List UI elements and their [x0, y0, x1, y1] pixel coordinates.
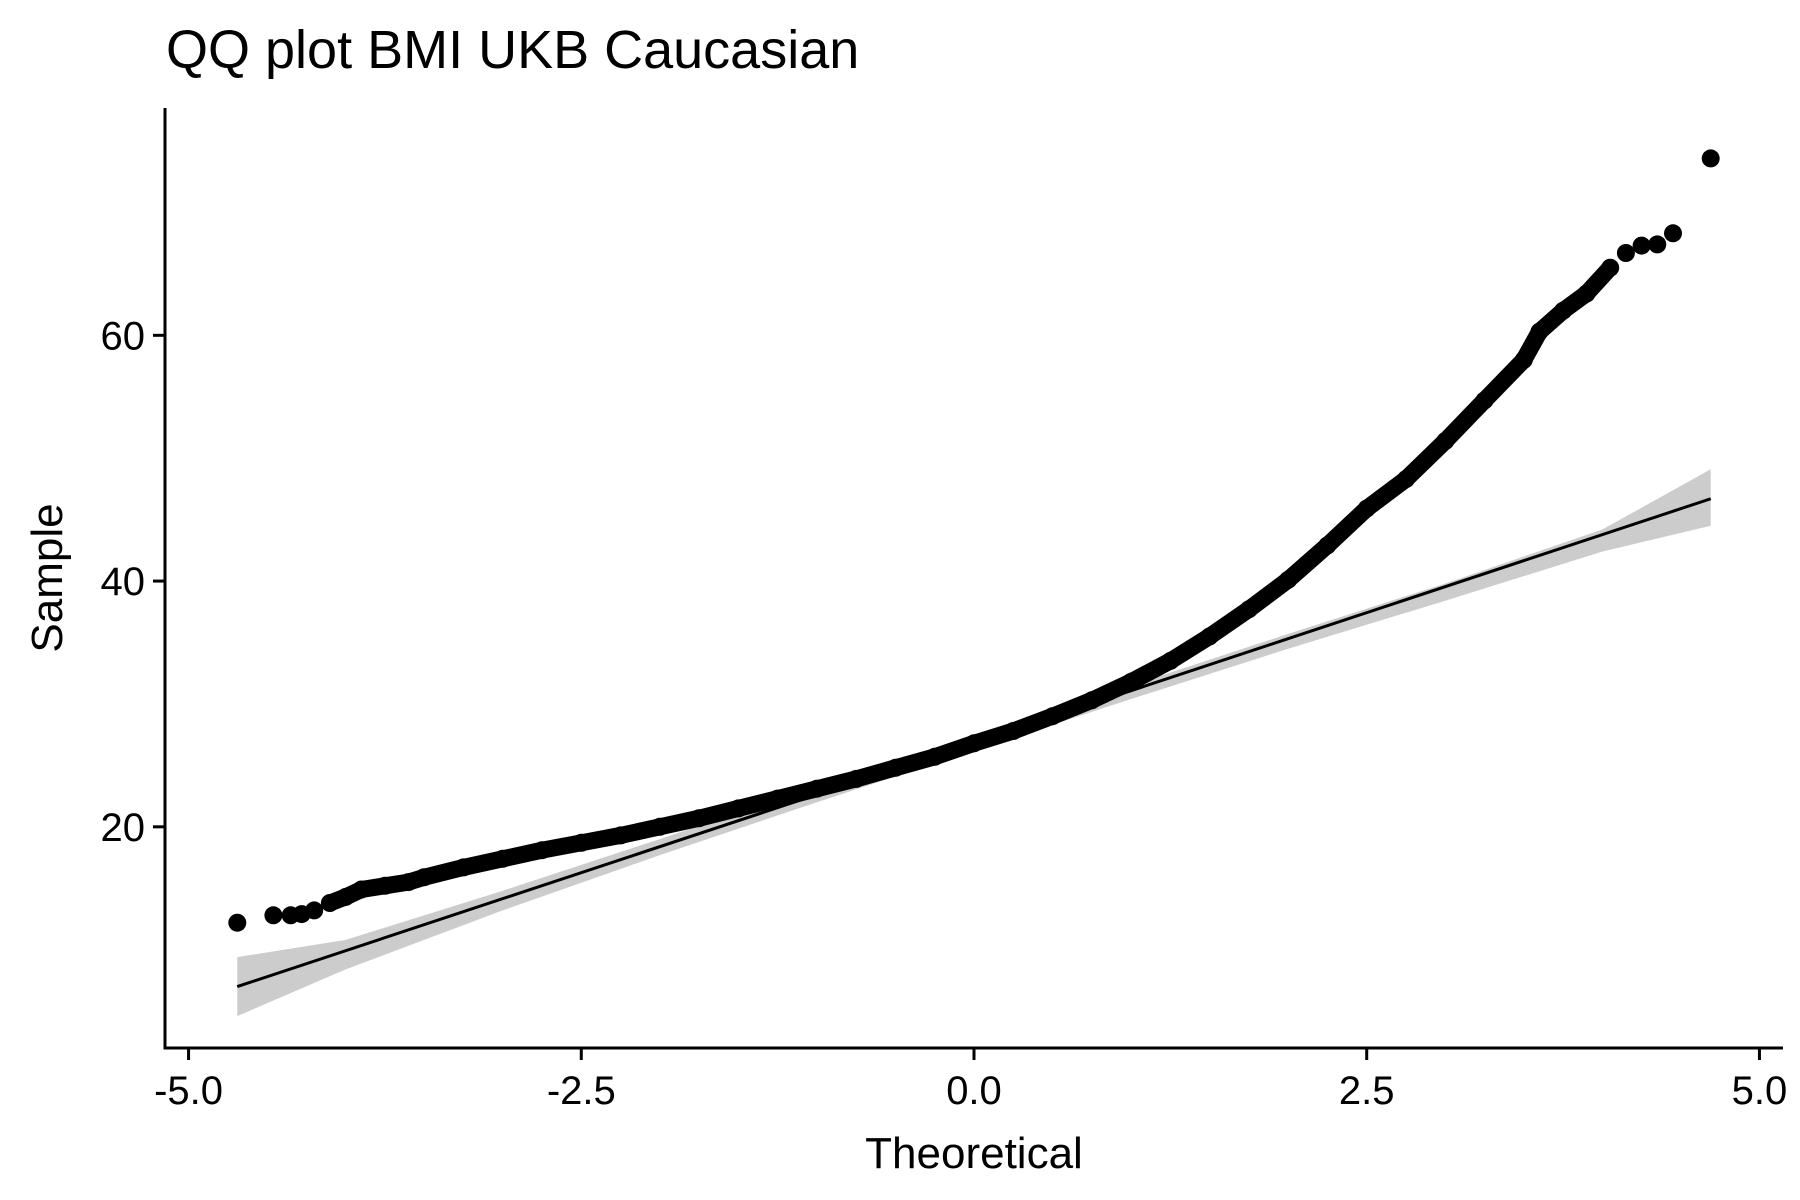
- sample-point: [533, 841, 551, 860]
- chart-title: QQ plot BMI UKB Caucasian: [166, 20, 859, 80]
- sample-point: [375, 876, 394, 895]
- sample-point: [1318, 536, 1337, 555]
- sample-point: [1514, 350, 1533, 369]
- x-tick-label: -2.5: [547, 1069, 616, 1113]
- sample-point: [1554, 301, 1573, 320]
- sample-point: [1161, 651, 1180, 670]
- x-tick-label: 0.0: [946, 1069, 1002, 1113]
- sample-point: [1043, 707, 1062, 726]
- sample-point: [807, 779, 826, 798]
- sample-point: [1397, 470, 1415, 489]
- sample-point: [1577, 284, 1596, 303]
- sample-point: [1200, 627, 1219, 646]
- x-tick-label: -5.0: [154, 1069, 223, 1113]
- sample-point: [1082, 691, 1101, 710]
- sample-point: [228, 913, 247, 932]
- sample-point: [320, 894, 339, 912]
- sample-point: [729, 799, 748, 818]
- sample-point: [264, 906, 283, 925]
- sample-point: [768, 789, 787, 808]
- sample-point: [1004, 722, 1023, 740]
- sample-point: [336, 887, 355, 906]
- sample-point: [454, 858, 473, 877]
- sample-points-layer: [228, 149, 1720, 932]
- y-tick-label: 40: [101, 560, 146, 604]
- sample-point: [1357, 499, 1376, 518]
- sample-point: [965, 734, 983, 753]
- y-tick-label: 20: [101, 806, 146, 850]
- sample-point: [925, 747, 944, 766]
- sample-point: [1601, 258, 1620, 277]
- y-axis-label: Sample: [23, 503, 72, 652]
- sample-point: [305, 901, 324, 920]
- sample-point: [847, 769, 866, 788]
- sample-point: [1239, 600, 1258, 619]
- sample-point: [1279, 570, 1298, 589]
- sample-point: [399, 873, 418, 892]
- sample-point: [611, 826, 630, 845]
- sample-point: [1632, 236, 1651, 255]
- sample-point: [690, 809, 709, 828]
- y-axis-ticks: 20 40 60: [101, 314, 165, 850]
- sample-point: [886, 758, 905, 777]
- sample-point: [1648, 235, 1667, 254]
- sample-point: [415, 868, 434, 887]
- sample-point: [1664, 224, 1682, 243]
- sample-point: [1475, 391, 1494, 410]
- sample-point: [352, 880, 371, 899]
- sample-point: [572, 833, 591, 852]
- x-tick-label: 2.5: [1339, 1069, 1395, 1113]
- sample-point: [1701, 149, 1720, 168]
- x-axis-label: Theoretical: [865, 1129, 1083, 1178]
- sample-point: [493, 849, 512, 868]
- sample-point: [650, 817, 669, 836]
- sample-point: [1616, 244, 1635, 262]
- sample-point: [1122, 672, 1141, 691]
- sample-point: [1436, 432, 1455, 450]
- sample-point: [1530, 322, 1549, 341]
- y-tick-label: 60: [101, 314, 146, 358]
- x-tick-label: 5.0: [1732, 1069, 1788, 1113]
- sample-points-dense: [321, 259, 1619, 912]
- x-axis-ticks: -5.0 -2.5 0.0 2.5 5.0: [154, 1048, 1787, 1113]
